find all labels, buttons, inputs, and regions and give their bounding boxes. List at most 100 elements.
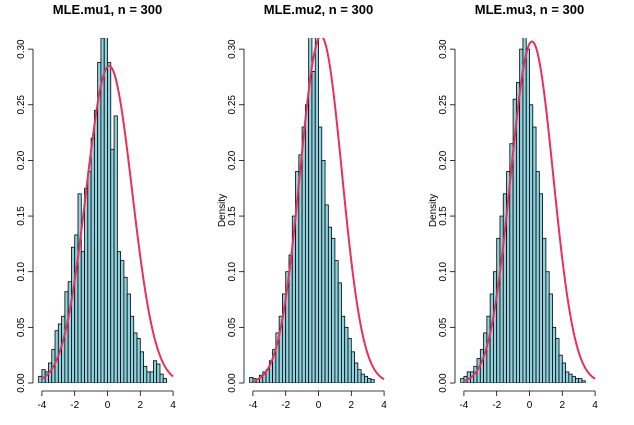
panel-3: MLE.mu3, n = 300 Density 0.00 0.05 0.10 0.15 0… [428, 2, 598, 411]
y-axis-label: Density [428, 194, 439, 227]
histogram-bar [519, 48, 524, 383]
histogram-bar [578, 378, 583, 383]
density-curve [463, 40, 596, 382]
histogram-bar [354, 362, 359, 383]
histogram-bar [97, 62, 102, 383]
y-tick-label: 0.15 [16, 206, 27, 226]
histogram-bar [301, 126, 306, 383]
histogram-bar [159, 373, 164, 383]
y-tick-label: 0.10 [16, 262, 27, 282]
bars [249, 38, 375, 383]
y-tick-label: 0.05 [16, 317, 27, 337]
histogram-bar [568, 373, 573, 383]
histogram-bar [479, 349, 484, 383]
x-tick-label: 0 [527, 400, 533, 411]
histogram-bar [149, 371, 154, 383]
histogram-bar [80, 251, 85, 383]
histogram-bar [489, 293, 494, 383]
histogram-bar [139, 351, 144, 383]
y-tick-label: 0.20 [227, 150, 238, 170]
histogram-bar [84, 187, 89, 383]
x-tick-label: 0 [105, 400, 111, 411]
y-tick-label: 0.25 [438, 95, 449, 115]
x-tick-label: 4 [170, 400, 176, 411]
histogram-bar [146, 371, 151, 383]
histogram-bar [126, 293, 131, 383]
histogram-bar [327, 226, 333, 383]
x-tick-label: 2 [138, 400, 144, 411]
histogram-bar [90, 137, 95, 383]
histogram-bar [370, 379, 375, 383]
histogram-bar [67, 281, 72, 383]
histogram-bar [143, 365, 148, 383]
histogram-bar [162, 378, 167, 383]
histogram-bar [571, 375, 576, 383]
histogram-bar [575, 378, 580, 383]
x-tick-label: -4 [248, 400, 257, 411]
histogram-bar [314, 38, 319, 383]
histogram-bar [331, 237, 336, 383]
histogram-bar [113, 115, 118, 383]
y-tick-label: 0.05 [227, 317, 238, 337]
histogram-bar [525, 48, 530, 383]
chart-title: MLE.mu3, n = 300 [475, 2, 584, 17]
bars [460, 38, 586, 383]
histogram-bar [120, 260, 125, 383]
histogram-bar [558, 354, 563, 383]
histogram-bar [532, 126, 537, 383]
x-tick-label: -2 [281, 400, 290, 411]
histogram-bar [460, 378, 465, 383]
histogram-bar [311, 70, 316, 383]
y-tick-label: 0.25 [16, 95, 27, 115]
y-tick-label: 0.30 [16, 39, 27, 59]
y-axis-label: Density [217, 194, 228, 227]
histogram-bar [496, 237, 501, 383]
x-tick-label: -2 [70, 400, 79, 411]
histogram-bar [318, 126, 323, 383]
x-tick-label: -4 [459, 400, 468, 411]
histogram-bar [337, 282, 342, 383]
histogram-bar [110, 148, 115, 383]
histogram-bar [123, 276, 128, 383]
x-tick-label: 2 [560, 400, 566, 411]
histogram-bar [360, 373, 365, 383]
x-tick-label: -2 [492, 400, 501, 411]
x-tick-label: 2 [349, 400, 355, 411]
y-tick-label: 0.00 [16, 373, 27, 393]
x-tick-label: 0 [316, 400, 322, 411]
density-curve [41, 64, 174, 380]
chart-title: MLE.mu2, n = 300 [264, 2, 373, 17]
x-tick-label: 4 [381, 400, 387, 411]
histogram-bar [321, 160, 326, 383]
histogram-bar [529, 104, 534, 383]
y-tick-label: 0.15 [227, 206, 238, 226]
x-tick-label: -4 [37, 400, 46, 411]
panel-1: MLE.mu1, n = 300 0.00 0.05 0.10 0.15 0.20 0.25… [16, 2, 176, 411]
x-tick-label: 4 [592, 400, 598, 411]
histogram-bar [538, 193, 544, 383]
histogram-bar [153, 360, 158, 383]
histogram-bar [347, 338, 352, 383]
histogram-bar [552, 326, 557, 383]
histogram-bar [561, 362, 566, 383]
y-tick-label: 0.10 [227, 262, 238, 282]
y-tick-label: 0.20 [16, 150, 27, 170]
histogram-bar [367, 378, 372, 383]
histogram-bar [565, 371, 570, 383]
histogram-bar [555, 338, 560, 383]
histogram-bar [116, 251, 122, 383]
histogram-bar [107, 62, 112, 383]
y-tick-label: 0.00 [227, 373, 238, 393]
histogram-bar [548, 293, 553, 383]
chart-title: MLE.mu1, n = 300 [53, 2, 162, 17]
y-tick-label: 0.15 [438, 206, 449, 226]
histogram-bar [77, 193, 82, 383]
y-tick-label: 0.10 [438, 262, 449, 282]
histogram-bar [357, 369, 362, 383]
histogram-bar [304, 104, 310, 383]
histogram-bar [64, 291, 69, 383]
y-tick-label: 0.00 [438, 373, 449, 393]
histogram-bar [334, 260, 339, 383]
panel-2: MLE.mu2, n = 300 Density 0.00 0.05 0.10 0.15 0… [217, 2, 387, 411]
y-tick-label: 0.30 [227, 39, 238, 59]
